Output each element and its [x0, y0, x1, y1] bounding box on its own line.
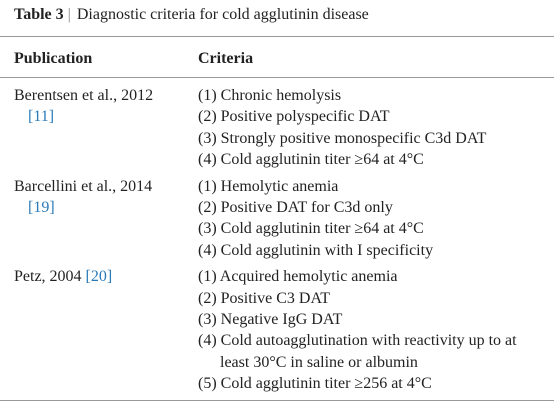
citation: [19]: [28, 199, 55, 217]
criterion: (1) Acquired hemolytic anemia: [198, 268, 398, 286]
header-cell: Criteria: [198, 36, 554, 78]
criterion: (1) Chronic hemolysis: [198, 87, 342, 104]
criterion: (5) Cold agglutinin titer ≥256 at 4°C: [198, 375, 432, 393]
criterion: (2) Positive C3 DAT: [198, 289, 330, 307]
criterion: (4) Cold agglutinin with I specificity: [198, 241, 434, 259]
citation: [20]: [85, 268, 113, 286]
criterion: (3) Strongly positive monospecific C3d D…: [198, 129, 487, 147]
publication-cell: Barcellini et al., 2014 [19]: [0, 176, 198, 267]
table: Publication Criteria Berentsen et al., 2…: [0, 36, 554, 401]
criteria-cell: (1) Acquired hemolytic anemia (2) Positiv…: [198, 266, 554, 400]
publication: Berentsen et al., 2012: [14, 87, 154, 104]
citation: [11]: [28, 108, 55, 126]
publication-cell: Petz, 2004 [20]: [0, 266, 198, 400]
criterion: (2) Positive polyspecific DAT: [198, 108, 390, 126]
publication: Petz, 2004: [14, 268, 82, 286]
criterion: (3) Cold agglutinin titer ≥64 at 4°C: [198, 220, 424, 238]
criteria-cell: (1) Chronic hemolysis (2) Positive polysp…: [198, 78, 554, 176]
criterion: (3) Negative IgG DAT: [198, 311, 343, 329]
table-row: Berentsen et al., 2012 [11] (1) Chronic he…: [0, 78, 554, 176]
criterion: (1) Hemolytic anemia: [198, 177, 339, 195]
table-caption: Table 3 | Diagnostic criteria for cold agg…: [14, 6, 369, 23]
caption-title: Diagnostic criteria for cold agglutinin …: [76, 6, 369, 23]
criterion: (4) Cold agglutinin titer ≥64 at 4°C: [198, 151, 424, 169]
criterion: (4) Cold autoagglutination with reactivi…: [198, 332, 517, 371]
publication-cell: Berentsen et al., 2012 [11]: [0, 78, 198, 176]
publication: Barcellini et al., 2014: [14, 177, 153, 195]
criterion: (2) Positive DAT for C3d only: [198, 199, 393, 217]
table-row: Petz, 2004 [20] (1) Acquired hemolytic an…: [0, 266, 554, 400]
header-cell: Publication: [0, 36, 198, 78]
caption-label: Table 3: [14, 6, 64, 23]
table-row: Barcellini et al., 2014 [19] (1) Hemolytic…: [0, 176, 554, 267]
criteria-cell: (1) Hemolytic anemia (2) Positive DAT for…: [198, 176, 554, 267]
